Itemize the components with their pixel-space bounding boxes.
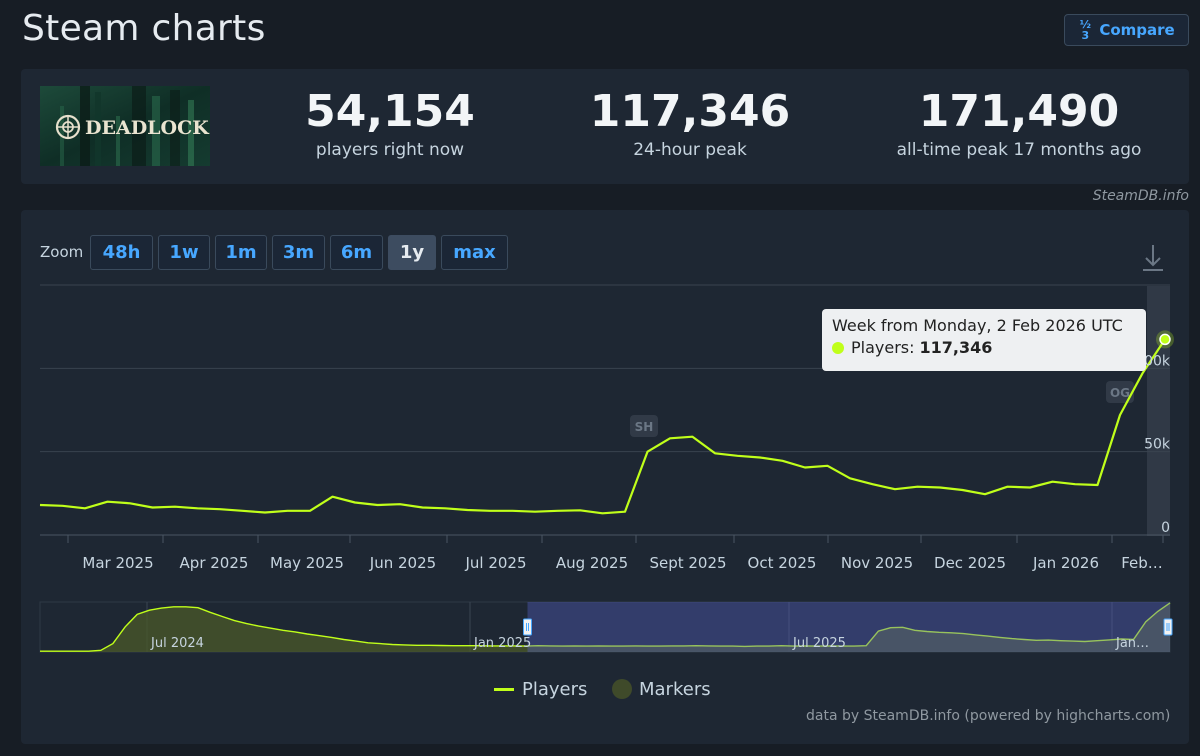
zoom-6m-button[interactable]: 6m — [330, 235, 383, 270]
download-icon[interactable] — [1143, 245, 1163, 271]
legend-players-label: Players — [522, 678, 588, 700]
x-axis: Mar 2025 Apr 2025 May 2025 Jun 2025 Jul 2025… — [67, 535, 1164, 572]
compare-label: Compare — [1099, 21, 1175, 39]
tooltip-series-dot — [832, 341, 844, 354]
x-tick-label: May 2025 — [270, 554, 344, 572]
stat-current-players: 54,154 players right now — [240, 85, 540, 161]
alltime-peak-value: 171,490 — [918, 86, 1120, 137]
navigator-label: Jan 2025 — [473, 636, 531, 651]
svg-text:OG: OG — [1110, 386, 1130, 400]
zoom-1y-button[interactable]: 1y — [388, 235, 436, 270]
svg-text:DEADLOCK: DEADLOCK — [85, 117, 210, 139]
stat-24h-peak: 117,346 24-hour peak — [540, 85, 840, 161]
peak-24h-label: 24-hour peak — [633, 140, 747, 160]
navigator-area — [40, 602, 1170, 652]
game-logo[interactable]: DEADLOCK — [40, 86, 210, 166]
svg-text:SH: SH — [635, 420, 654, 434]
highcharts-credit-link[interactable]: data by SteamDB.info (powered by highcha… — [806, 708, 1171, 724]
navigator-label: Jul 2024 — [150, 636, 204, 651]
zoom-max-button[interactable]: max — [441, 235, 508, 270]
chart-marker-og[interactable]: OG — [1106, 381, 1134, 403]
game-logo-art: DEADLOCK — [40, 86, 210, 166]
hover-band — [1147, 286, 1170, 536]
chart-marker-sh[interactable]: SH — [630, 415, 658, 437]
x-tick-label: Feb… — [1121, 554, 1163, 572]
legend-markers[interactable]: Markers — [612, 677, 711, 701]
chart-tooltip: Week from Monday, 2 Feb 2026 UTC Players… — [822, 309, 1146, 371]
y-tick-label: 50k — [1144, 437, 1171, 453]
navigator-handle[interactable] — [523, 618, 532, 636]
x-tick-label: Dec 2025 — [934, 554, 1006, 572]
current-players-value: 54,154 — [305, 86, 475, 137]
x-tick-label: Mar 2025 — [82, 554, 153, 572]
legend-markers-dot-icon — [612, 679, 632, 699]
navigator-label: Jan… — [1115, 636, 1149, 651]
x-tick-label: Nov 2025 — [841, 554, 913, 572]
zoom-3m-button[interactable]: 3m — [272, 235, 325, 270]
hover-point — [1159, 333, 1171, 346]
x-tick-label: Sept 2025 — [649, 554, 726, 572]
x-tick-label: Jan 2026 — [1032, 554, 1099, 572]
x-tick-label: Oct 2025 — [748, 554, 817, 572]
x-tick-label: Apr 2025 — [180, 554, 249, 572]
zoom-1w-button[interactable]: 1w — [158, 235, 210, 270]
zoom-label: Zoom — [40, 243, 84, 261]
stat-alltime-peak: 171,490 all-time peak 17 months ago — [869, 85, 1169, 161]
players-line[interactable] — [39, 338, 1166, 515]
tooltip-title: Week from Monday, 2 Feb 2026 UTC — [832, 316, 1123, 335]
main-plot-area: SH OG — [39, 330, 1174, 515]
navigator-handle[interactable] — [1163, 618, 1173, 636]
legend-players[interactable]: Players — [494, 677, 587, 701]
navigator-label: Jul 2025 — [792, 636, 846, 651]
stats-panel: DEADLOCK 54,154 players right now 117,34… — [21, 69, 1189, 184]
navigator-line — [40, 602, 1171, 652]
tooltip-value: 117,346 — [919, 338, 993, 357]
alltime-peak-label: all-time peak 17 months ago — [896, 140, 1142, 160]
zoom-1m-button[interactable]: 1m — [215, 235, 267, 270]
x-tick-label: Aug 2025 — [556, 554, 628, 572]
peak-24h-value: 117,346 — [589, 86, 791, 137]
legend-markers-label: Markers — [639, 678, 711, 700]
page-title: Steam charts — [22, 8, 266, 49]
legend-players-line-icon — [494, 687, 514, 691]
tooltip-series-label: Players: — [851, 338, 915, 357]
x-tick-label: Jul 2025 — [464, 554, 526, 572]
zoom-48h-button[interactable]: 48h — [90, 235, 153, 270]
y-tick-label: 0 — [1161, 520, 1170, 536]
chart-panel — [21, 210, 1189, 744]
navigator-selection[interactable] — [527, 602, 1171, 652]
current-players-label: players right now — [315, 140, 465, 160]
steamdb-credit-link[interactable]: SteamDB.info — [1092, 188, 1189, 204]
x-tick-label: Jun 2025 — [369, 554, 436, 572]
navigator[interactable]: Jul 2024 Jan 2025 Jul 2025 Jan… — [39, 601, 1173, 653]
